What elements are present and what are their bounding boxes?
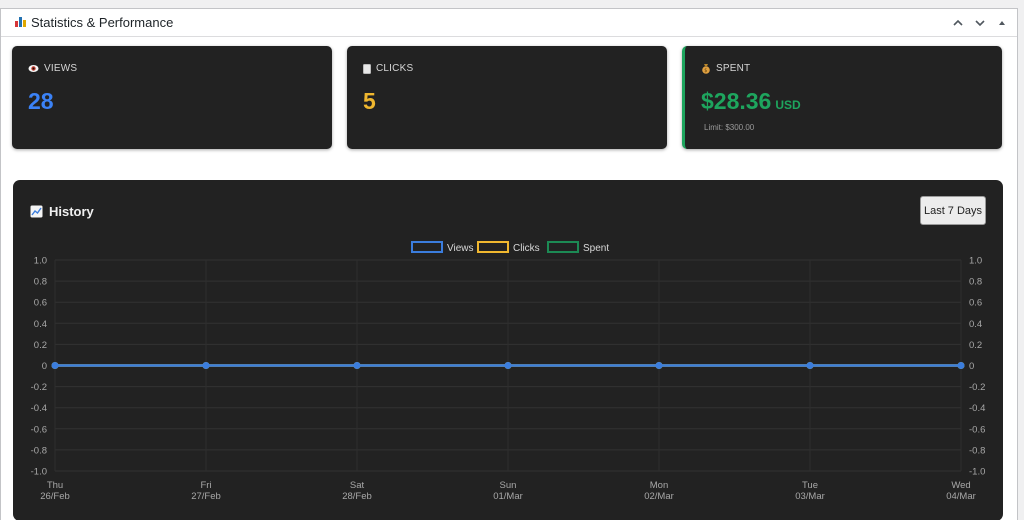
x-tick-day: Mon bbox=[650, 480, 668, 491]
history-title: History bbox=[49, 204, 94, 219]
clicks-card: CLICKS 5 bbox=[347, 46, 667, 149]
x-tick-date: 03/Mar bbox=[795, 491, 825, 502]
x-tick-day: Wed bbox=[951, 480, 970, 491]
money-bag-icon: $ bbox=[702, 64, 710, 74]
panel-header: Statistics & Performance bbox=[1, 9, 1017, 37]
x-tick-date: 04/Mar bbox=[946, 491, 976, 502]
data-point-views bbox=[51, 362, 59, 369]
y-tick-label-right: 0.6 bbox=[969, 298, 982, 309]
spent-unit: USD bbox=[775, 98, 801, 112]
x-tick-date: 27/Feb bbox=[191, 491, 221, 502]
legend-label-views: Views bbox=[447, 243, 474, 254]
y-tick-label-left: 0.8 bbox=[34, 277, 47, 288]
y-tick-label-left: -0.2 bbox=[31, 382, 47, 393]
toggle-panel-button[interactable] bbox=[995, 16, 1009, 30]
x-tick-day: Fri bbox=[200, 480, 211, 491]
y-tick-label-left: -1.0 bbox=[31, 467, 47, 478]
spent-value: $28.36 USD bbox=[701, 88, 801, 115]
data-point-views bbox=[957, 362, 965, 369]
bar-chart-icon bbox=[15, 17, 26, 28]
y-tick-label-right: -0.6 bbox=[969, 424, 985, 435]
legend-label-spent: Spent bbox=[583, 243, 609, 254]
clicks-value: 5 bbox=[363, 88, 376, 114]
y-tick-label-right: 0 bbox=[969, 361, 974, 372]
data-point-views bbox=[353, 362, 361, 369]
y-tick-label-left: -0.8 bbox=[31, 445, 47, 456]
spent-limit: Limit: $300.00 bbox=[704, 123, 755, 132]
y-tick-label-right: 0.2 bbox=[969, 340, 982, 351]
y-tick-label-left: 1.0 bbox=[34, 256, 47, 267]
legend-label-clicks: Clicks bbox=[513, 243, 540, 254]
views-label: VIEWS bbox=[44, 63, 78, 74]
spent-card: $ SPENT $28.36 USD Limit: $300.00 bbox=[682, 46, 1002, 149]
y-tick-label-right: -0.8 bbox=[969, 445, 985, 456]
data-point-views bbox=[202, 362, 210, 369]
svg-text:$: $ bbox=[704, 68, 707, 74]
legend-swatch-spent bbox=[547, 241, 579, 253]
x-tick-date: 01/Mar bbox=[493, 491, 523, 502]
y-tick-label-left: 0.6 bbox=[34, 298, 47, 309]
y-tick-label-right: 0.8 bbox=[969, 277, 982, 288]
eye-icon bbox=[28, 65, 39, 72]
statistics-panel: Statistics & Performance VIEWS 28 CLICKS… bbox=[0, 8, 1018, 520]
chart-icon bbox=[30, 205, 43, 218]
x-tick-day: Thu bbox=[47, 480, 63, 491]
caret-up-icon bbox=[999, 21, 1005, 25]
x-tick-day: Tue bbox=[802, 480, 818, 491]
x-tick-date: 26/Feb bbox=[40, 491, 70, 502]
document-icon bbox=[363, 63, 371, 74]
x-tick-day: Sat bbox=[350, 480, 365, 491]
x-tick-day: Sun bbox=[500, 480, 517, 491]
y-tick-label-right: -0.2 bbox=[969, 382, 985, 393]
date-range-button[interactable]: Last 7 Days bbox=[920, 196, 986, 225]
y-tick-label-left: -0.4 bbox=[31, 403, 47, 414]
y-tick-label-left: 0.4 bbox=[34, 319, 47, 330]
clicks-label: CLICKS bbox=[376, 63, 414, 74]
panel-title: Statistics & Performance bbox=[31, 15, 174, 30]
views-card: VIEWS 28 bbox=[12, 46, 332, 149]
y-tick-label-right: 1.0 bbox=[969, 256, 982, 267]
legend-swatch-views bbox=[411, 241, 443, 253]
y-tick-label-left: 0.2 bbox=[34, 340, 47, 351]
y-tick-label-right: 0.4 bbox=[969, 319, 982, 330]
move-down-button[interactable] bbox=[973, 16, 987, 30]
chevron-up-icon bbox=[953, 19, 963, 26]
data-point-views bbox=[504, 362, 512, 369]
spent-amount: $28.36 bbox=[701, 88, 772, 114]
history-chart: 1.0 1.0 0.8 0.8 0.6 0.6 0.4 0.4 0.2 0.2 0 0 -0.2 -0.2… bbox=[31, 241, 985, 502]
x-tick-date: 02/Mar bbox=[644, 491, 674, 502]
y-tick-label-right: -0.4 bbox=[969, 403, 985, 414]
views-value: 28 bbox=[28, 88, 54, 114]
y-tick-label-left: 0 bbox=[42, 361, 47, 372]
x-tick-date: 28/Feb bbox=[342, 491, 372, 502]
data-point-views bbox=[806, 362, 814, 369]
data-point-views bbox=[655, 362, 663, 369]
spent-label: SPENT bbox=[716, 63, 751, 74]
history-section: History Last 7 Days 1.0 1.0 0.8 0.8 0.6 0.6 0.… bbox=[13, 180, 1003, 520]
y-tick-label-right: -1.0 bbox=[969, 467, 985, 478]
legend-swatch-clicks bbox=[477, 241, 509, 253]
move-up-button[interactable] bbox=[951, 16, 965, 30]
y-tick-label-left: -0.6 bbox=[31, 424, 47, 435]
chevron-down-icon bbox=[975, 20, 985, 27]
